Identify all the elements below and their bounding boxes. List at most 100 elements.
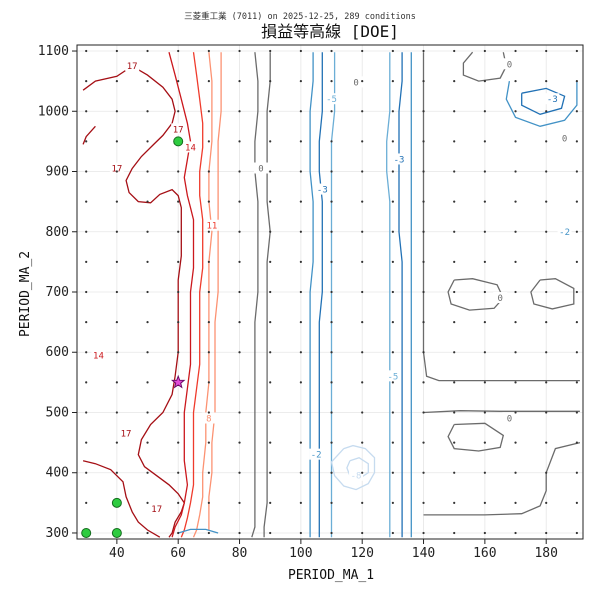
sample-point-271 (545, 49, 548, 53)
sample-point-127 (299, 290, 302, 294)
sample-point-33 (115, 49, 118, 53)
sample-point-4 (85, 411, 88, 414)
contour-m5-right (386, 52, 391, 538)
sample-point-88 (238, 441, 241, 444)
sample-point-163 (361, 230, 364, 233)
x-tick-label-5: 140 (412, 546, 435, 561)
sample-point-165 (361, 170, 364, 173)
contour-m3-right (398, 52, 403, 538)
contour-m3-left (318, 52, 323, 538)
sample-point-44 (146, 230, 149, 233)
sample-point-53 (177, 471, 180, 474)
contour-label-bg-9 (254, 162, 268, 174)
sample-point-209 (453, 381, 456, 384)
contour-0-low-loop (447, 422, 505, 452)
sample-point-179 (391, 260, 394, 263)
contour-label-8: 8 (206, 415, 211, 425)
sample-point-50 (146, 49, 149, 53)
sample-point-152 (330, 49, 333, 53)
sample-point-258 (545, 441, 548, 444)
sample-point-35 (146, 501, 149, 504)
sample-point-13 (85, 140, 88, 143)
sample-point-62 (177, 200, 180, 203)
sample-point-162 (361, 260, 364, 263)
sample-point-108 (269, 351, 272, 354)
sample-point-28 (115, 200, 118, 203)
contour-17-top-left (82, 125, 96, 145)
contour-label-bg-3 (149, 502, 164, 514)
sample-point-137 (330, 501, 333, 504)
sample-point-78 (207, 230, 210, 233)
contour-label-11: 0 (507, 60, 512, 70)
sample-point-251 (514, 140, 517, 143)
sample-point-197 (422, 230, 425, 233)
sample-point-277 (575, 381, 578, 384)
contour-label-7: 11 (207, 222, 218, 232)
sample-point-166 (361, 140, 364, 143)
contour-label-5: 14 (185, 143, 196, 153)
sample-point-235 (483, 110, 486, 113)
sample-point-231 (483, 230, 486, 233)
x-tick-label-4: 120 (350, 546, 373, 561)
contour-label-3: 17 (151, 505, 162, 515)
sample-point-48 (146, 110, 149, 113)
contour-8-b (208, 52, 222, 530)
contour-0-left-b (263, 52, 271, 538)
sample-point-247 (514, 260, 517, 263)
sample-point-241 (514, 441, 517, 444)
sample-point-120 (299, 501, 302, 504)
sample-point-223 (483, 471, 486, 474)
sample-point-245 (514, 321, 517, 324)
contour-label-bg-15 (309, 448, 324, 460)
sample-point-113 (269, 200, 272, 203)
sample-point-112 (269, 230, 272, 233)
contour-0-mid-loop-b (530, 278, 575, 310)
sample-point-270 (545, 80, 548, 83)
sample-point-220 (453, 49, 456, 53)
sample-point-80 (207, 170, 210, 173)
sample-point-40 (146, 351, 149, 354)
contour-label-bg-20 (324, 93, 339, 105)
contour-0-right (422, 52, 580, 382)
sample-point-49 (146, 80, 149, 83)
sample-point-234 (483, 140, 486, 143)
sample-point-226 (483, 381, 486, 384)
contour-label-bg-6 (91, 349, 106, 361)
sample-point-155 (361, 471, 364, 474)
sample-point-91 (238, 351, 241, 354)
sample-point-238 (514, 531, 517, 535)
sample-point-19 (115, 471, 118, 474)
sample-point-249 (514, 200, 517, 203)
sample-point-195 (422, 290, 425, 294)
sample-point-156 (361, 441, 364, 444)
contour-label-bg-14 (557, 132, 572, 144)
sample-point-283 (575, 200, 578, 203)
sample-point-170 (391, 531, 394, 535)
sample-point-37 (146, 441, 149, 444)
chart-subtitle: 三菱重工業 (7011) on 2025-12-25, 289 conditio… (184, 11, 416, 22)
sample-point-106 (269, 411, 272, 414)
y-tick-label-6: 900 (46, 165, 69, 180)
sample-point-182 (391, 170, 394, 173)
sample-point-121 (299, 471, 302, 474)
sample-point-227 (483, 351, 486, 354)
sample-point-171 (391, 501, 394, 504)
sample-point-99 (238, 110, 241, 113)
sample-point-202 (422, 80, 425, 83)
y-tick-label-7: 1000 (38, 104, 69, 119)
contour-m8-island (330, 444, 376, 491)
sample-point-115 (269, 140, 272, 143)
contour-0-bottom (423, 441, 581, 516)
contour-label-bg-1 (109, 162, 124, 174)
sample-point-90 (238, 381, 241, 384)
contour-m3-top-right (521, 87, 566, 115)
sample-point-130 (299, 200, 302, 203)
sample-point-85 (238, 531, 241, 535)
sample-point-103 (269, 501, 272, 504)
sample-point-173 (391, 441, 394, 444)
sample-point-109 (269, 321, 272, 324)
sample-point-68 (207, 531, 210, 535)
contour-label-20: -5 (326, 95, 337, 105)
sample-point-246 (514, 290, 517, 294)
